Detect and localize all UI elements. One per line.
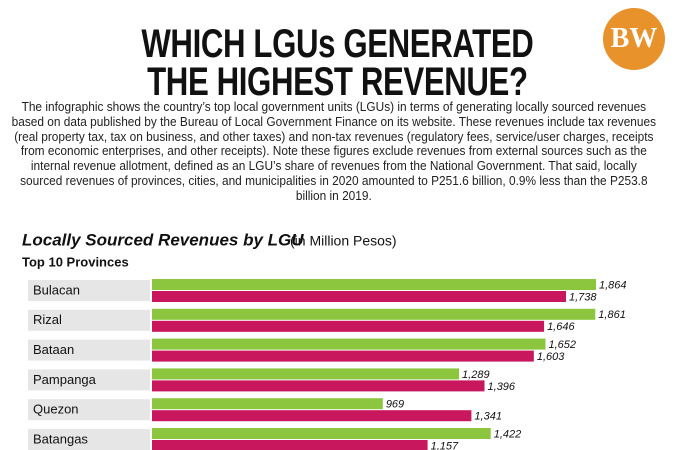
category-box bbox=[28, 369, 150, 391]
bar bbox=[152, 380, 485, 392]
value-label: 1,864 bbox=[599, 279, 627, 291]
value-label: 1,341 bbox=[474, 411, 502, 423]
bar bbox=[152, 279, 596, 290]
bar bbox=[152, 338, 546, 350]
logo: BW bbox=[603, 8, 665, 70]
bar bbox=[152, 350, 534, 362]
title-line: WHICH LGUs GENERATED bbox=[141, 22, 534, 66]
value-label: 1,861 bbox=[598, 309, 626, 321]
category-label: Bataan bbox=[33, 342, 74, 357]
value-label: 1,157 bbox=[431, 440, 459, 450]
value-label: 1,422 bbox=[494, 428, 522, 440]
category-box bbox=[28, 280, 150, 301]
value-label: 1,646 bbox=[547, 321, 575, 333]
bar bbox=[152, 428, 491, 439]
category-label: Rizal bbox=[33, 312, 62, 327]
category-box bbox=[28, 429, 150, 450]
bar bbox=[152, 320, 545, 332]
value-label: 1,603 bbox=[537, 351, 565, 363]
value-label: 1,652 bbox=[549, 339, 577, 351]
category-label: Pampanga bbox=[33, 372, 97, 387]
bar bbox=[152, 291, 566, 302]
bar bbox=[152, 308, 596, 320]
category-box bbox=[28, 339, 150, 361]
value-label: 1,289 bbox=[462, 369, 490, 381]
title-line: THE HIGHEST REVENUE? bbox=[147, 60, 528, 104]
bar bbox=[152, 410, 472, 422]
value-label: 1,738 bbox=[569, 291, 597, 303]
chart-subtitle: Top 10 Provinces bbox=[22, 254, 129, 269]
bar bbox=[152, 440, 428, 450]
category-label: Quezon bbox=[33, 402, 79, 417]
value-label: 1,396 bbox=[488, 381, 516, 393]
value-label: 969 bbox=[386, 399, 404, 411]
category-label: Batangas bbox=[33, 431, 88, 446]
bar bbox=[152, 398, 383, 410]
category-box bbox=[28, 309, 150, 331]
bar bbox=[152, 368, 460, 380]
category-box bbox=[28, 399, 150, 421]
chart-unit: (in Million Pesos) bbox=[290, 233, 397, 249]
chart-title: Locally Sourced Revenues by LGU bbox=[22, 230, 304, 249]
intro-text: The infographic shows the country’s top … bbox=[11, 99, 657, 203]
category-label: Bulacan bbox=[33, 282, 80, 297]
